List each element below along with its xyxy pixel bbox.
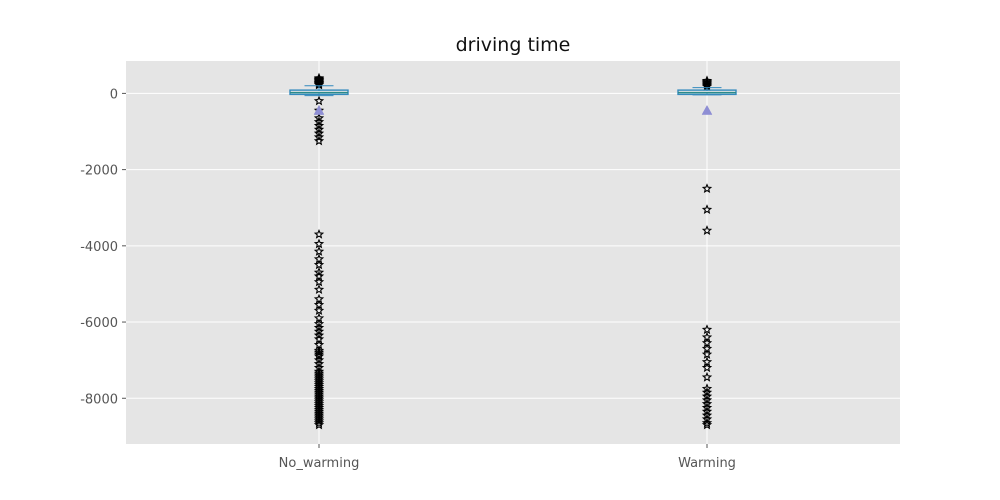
y-tick-label: -8000 (80, 392, 118, 407)
outlier-point (701, 324, 713, 335)
y-tick-label: -4000 (80, 240, 118, 255)
x-tick-label: Warming (678, 456, 736, 471)
outlier-point (313, 276, 325, 287)
outlier-point (313, 350, 325, 361)
outlier-point (313, 246, 325, 256)
outlier-point (701, 383, 713, 394)
outlier-point (313, 322, 325, 333)
outlier-point (701, 398, 713, 409)
outlier-point (313, 419, 325, 430)
outlier-point (313, 77, 325, 88)
outlier-point (313, 76, 325, 87)
outlier-point (313, 329, 325, 340)
outlier-point (313, 228, 325, 239)
outlier-point (313, 354, 325, 365)
outlier-point (701, 394, 713, 405)
outlier-point (313, 135, 325, 146)
outlier-point (313, 358, 325, 369)
outlier-point (701, 409, 713, 420)
outlier-point (701, 402, 713, 413)
outlier-point (313, 305, 325, 316)
y-axis-ticks: 0 -2000 -4000 -6000 -8000 (80, 87, 126, 407)
outlier-point (313, 267, 325, 277)
outlier-point (701, 362, 713, 373)
outlier-point (701, 78, 713, 89)
x-tick-label: No_warming (279, 456, 360, 471)
y-tick-label: 0 (110, 87, 118, 102)
outlier-point (701, 406, 713, 416)
plot-area-background (126, 61, 900, 444)
outlier-point (313, 127, 325, 138)
outlier-point (313, 318, 325, 329)
outlier-point (701, 204, 713, 215)
outlier-point (313, 112, 325, 123)
y-tick-label: -2000 (80, 164, 118, 179)
outlier-point (313, 284, 325, 295)
outlier-point (313, 75, 325, 86)
box-Warming (677, 75, 737, 430)
outlier-point (701, 419, 713, 430)
y-tick-label: -6000 (80, 316, 118, 331)
outlier-point (313, 259, 325, 270)
outlier-point (313, 238, 325, 249)
mean-marker (701, 105, 713, 115)
boxes-layer (289, 72, 737, 430)
x-axis-ticks: No_warming Warming (279, 444, 736, 471)
outlier-point (701, 390, 713, 401)
outlier-point (313, 124, 325, 134)
outlier-point (701, 349, 713, 359)
outlier-point (313, 116, 325, 127)
outlier-point (701, 417, 713, 428)
outlier-point (701, 371, 713, 382)
outlier-point (313, 415, 325, 426)
outlier-point (313, 347, 325, 357)
mean-marker (313, 105, 325, 115)
outlier-point (701, 77, 713, 88)
outlier-point (313, 417, 325, 428)
chart-title: driving time (456, 34, 571, 56)
outlier-point (313, 120, 325, 131)
outlier-point (313, 326, 325, 336)
box-No_warming (289, 72, 349, 430)
outlier-point (701, 183, 713, 194)
outlier-point (701, 225, 713, 235)
outlier-point (313, 131, 325, 142)
outlier-point (313, 95, 325, 106)
outlier-point (701, 387, 713, 397)
